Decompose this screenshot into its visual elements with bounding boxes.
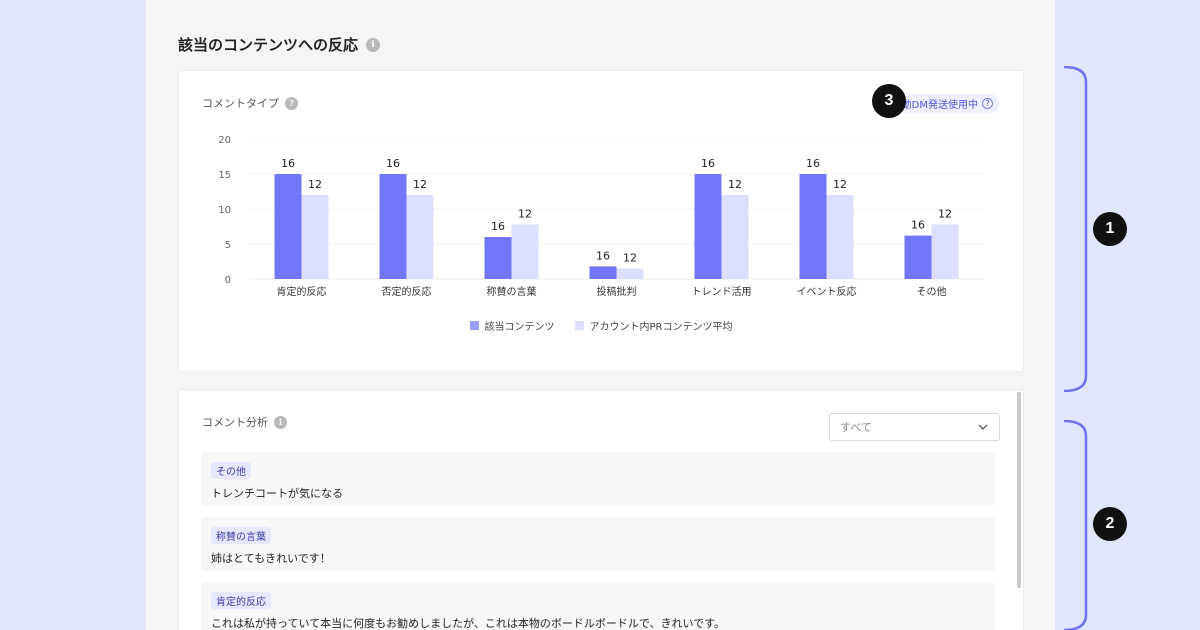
comment-text: これは私が持っていて本当に何度もお勧めしましたが、これは本物のボードルボードルで…	[211, 617, 726, 630]
y-tick-label: 5	[225, 240, 231, 251]
legend-label-current: 該当コンテンツ	[484, 322, 555, 333]
comment-tag: 肯定的反応	[211, 592, 271, 609]
comment-type-chart: 20 15 10 5 0 16 12 肯定的反応 16 12 否定的反応 16 12 称賛の言葉 16 12 投…	[218, 135, 984, 298]
legend-item-current: 該当コンテンツ	[469, 318, 555, 333]
bar-value-label: 12	[518, 207, 532, 220]
y-tick-label: 0	[225, 275, 231, 286]
comment-tag: その他	[211, 462, 251, 479]
comment-analysis-label: コメント分析	[202, 416, 268, 429]
comment-analysis-card: コメント分析 i すべて その他 トレンチコートが気になる 称賛の言葉 姉はとて…	[178, 389, 1024, 630]
x-tick-label: その他	[917, 285, 947, 298]
bar-average[interactable]	[826, 195, 854, 279]
bar-average[interactable]	[616, 268, 644, 280]
comment-type-card: コメントタイプ ? 動DM発送使用中 ? 20 15 10 5 0 16 12 肯定的反応 16…	[178, 70, 1024, 372]
section-header: 該当のコンテンツへの反応 i	[178, 34, 381, 55]
legend-label-average: アカウント内PRコンテンツ平均	[589, 322, 733, 333]
x-tick-label: 投稿批判	[597, 285, 637, 298]
annotation-marker-2: 2	[1093, 507, 1127, 541]
legend-swatch-average	[574, 321, 584, 330]
question-circle-icon[interactable]: ?	[982, 98, 993, 109]
bar-value-label: 12	[623, 252, 637, 265]
y-tick-label: 10	[218, 205, 231, 216]
bar-average[interactable]	[721, 195, 749, 279]
bar-current[interactable]	[274, 174, 302, 279]
chevron-down-icon	[978, 424, 988, 430]
bar-average[interactable]	[931, 224, 959, 279]
bar-value-label: 12	[728, 178, 742, 191]
x-tick-label: 肯定的反応	[277, 285, 327, 298]
annotation-marker-3: 3	[872, 84, 906, 118]
auto-dm-status-label: 動DM発送使用中	[901, 100, 978, 111]
bar-value-label: 16	[491, 220, 505, 233]
x-tick-label: 称賛の言葉	[487, 285, 537, 298]
main-panel: 該当のコンテンツへの反応 i コメントタイプ ? 動DM発送使用中 ? 20 15…	[145, 0, 1055, 630]
bar-current[interactable]	[379, 174, 407, 279]
bracket-2	[1063, 420, 1088, 630]
bracket-1	[1063, 66, 1088, 392]
comment-item[interactable]: 肯定的反応 これは私が持っていて本当に何度もお勧めしましたが、これは本物のボード…	[201, 582, 995, 630]
bar-current[interactable]	[484, 237, 512, 279]
comment-item[interactable]: その他 トレンチコートが気になる	[201, 452, 995, 506]
chart-legend: 該当コンテンツ アカウント内PRコンテンツ平均	[179, 318, 1023, 333]
bar-value-label: 16	[701, 157, 715, 170]
bar-value-label: 12	[833, 178, 847, 191]
comment-item[interactable]: 称賛の言葉 姉はとてもきれいです！	[201, 517, 995, 571]
comment-list: その他 トレンチコートが気になる 称賛の言葉 姉はとてもきれいです！ 肯定的反応…	[201, 452, 995, 630]
bar-value-label: 12	[308, 178, 322, 191]
comment-filter-select[interactable]: すべて	[829, 413, 1000, 441]
y-tick-label: 20	[218, 135, 231, 146]
comment-text: トレンチコートが気になる	[211, 487, 343, 500]
section-title: 該当のコンテンツへの反応	[178, 36, 359, 54]
bar-value-label: 16	[281, 157, 295, 170]
comment-text: 姉はとてもきれいです！	[211, 552, 331, 565]
legend-swatch-current	[469, 321, 479, 330]
comment-filter-value: すべて	[840, 421, 872, 434]
annotation-marker-1: 1	[1093, 212, 1127, 246]
bar-current[interactable]	[799, 174, 827, 279]
bar-average[interactable]	[511, 224, 539, 279]
comment-analysis-header: コメント分析 i	[202, 414, 287, 430]
bar-average[interactable]	[406, 195, 434, 279]
bar-value-label: 12	[938, 207, 952, 220]
bar-value-label: 16	[596, 249, 610, 262]
bar-average[interactable]	[301, 195, 329, 279]
scrollbar[interactable]	[1017, 392, 1021, 588]
auto-dm-status-pill[interactable]: 動DM発送使用中 ?	[895, 94, 999, 113]
comment-tag: 称賛の言葉	[211, 527, 271, 544]
bar-value-label: 16	[911, 219, 925, 232]
x-tick-label: 否定的反応	[382, 285, 432, 298]
info-icon[interactable]: i	[274, 415, 287, 429]
bar-value-label: 12	[413, 178, 427, 191]
x-tick-label: イベント反応	[797, 285, 857, 298]
bar-value-label: 16	[386, 157, 400, 170]
info-icon[interactable]: i	[366, 37, 381, 52]
bar-value-label: 16	[806, 157, 820, 170]
info-icon[interactable]: ?	[285, 96, 298, 110]
comment-type-header: コメントタイプ ?	[202, 95, 298, 111]
bar-current[interactable]	[904, 235, 932, 279]
bar-current[interactable]	[694, 174, 722, 279]
x-tick-label: トレンド活用	[692, 286, 752, 298]
legend-item-average: アカウント内PRコンテンツ平均	[574, 318, 733, 333]
y-tick-label: 15	[218, 170, 231, 181]
bar-current[interactable]	[589, 266, 617, 279]
comment-type-label: コメントタイプ	[202, 97, 279, 110]
